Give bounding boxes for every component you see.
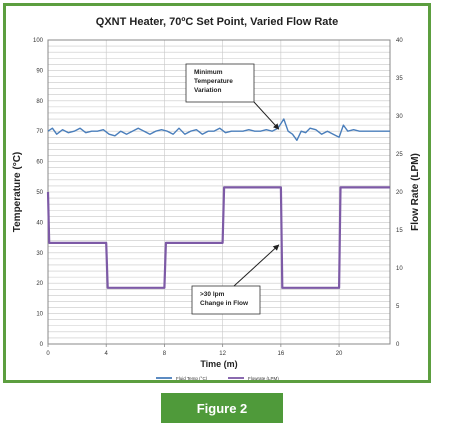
y-tick-label-right: 20 (396, 190, 403, 196)
annotation-box (191, 285, 261, 315)
x-axis-ticks: 0 4 8 12 16 20 (46, 344, 343, 357)
y-tick-label-right: 35 (396, 76, 403, 82)
y-tick-label-right: 30 (396, 114, 403, 120)
y-tick-label-left: 20 (36, 281, 43, 287)
y-tick-label-right: 10 (396, 266, 403, 272)
y-tick-label-right: 25 (396, 152, 403, 158)
annotation-text: Change in Flow (200, 300, 249, 307)
y-tick-label-right: 5 (396, 304, 400, 310)
y-tick-label-right: 15 (396, 228, 403, 234)
y-tick-label-left: 40 (36, 220, 43, 226)
chart: QXNT Heater, 70ºC Set Point, Varied Flow… (12, 16, 421, 380)
y-tick-label-left: 90 (36, 68, 43, 74)
chart-title: QXNT Heater, 70ºC Set Point, Varied Flow… (96, 16, 338, 28)
y-axis-label-left: Temperature (°C) (12, 152, 23, 233)
y-tick-label-left: 60 (36, 160, 43, 166)
annotation-arrow (253, 101, 280, 130)
figure-label: Figure 2 (161, 393, 283, 423)
annotation-text: >30 lpm (200, 291, 225, 298)
annotation-box (185, 63, 255, 103)
y-tick-label-left: 0 (40, 342, 44, 348)
annotation-arrow (233, 244, 280, 287)
y-tick-label-left: 100 (33, 38, 44, 44)
x-tick-label: 8 (163, 351, 167, 357)
y-tick-label-right: 0 (396, 342, 400, 348)
y-tick-label-left: 80 (36, 99, 43, 105)
annotation-text: Temperature (194, 78, 233, 85)
series-line-fluid-temp (47, 118, 390, 142)
y-tick-label-left: 30 (36, 251, 43, 257)
series-line-flowrate (46, 186, 390, 289)
x-tick-label: 4 (105, 351, 109, 357)
y-tick-label-left: 50 (36, 190, 43, 196)
annotations: Minimum Temperature Variation >30 lpm Change… (185, 63, 280, 315)
y-tick-label-right: 40 (396, 38, 403, 44)
y-tick-label-left: 70 (36, 129, 43, 135)
right-axis-ticks: 0 5 10 15 20 25 30 35 40 (396, 38, 403, 348)
series-layer (46, 118, 390, 289)
x-axis-label: Time (m) (200, 359, 237, 369)
x-tick-label: 0 (46, 351, 50, 357)
x-tick-label: 16 (278, 351, 285, 357)
figure-frame: QXNT Heater, 70ºC Set Point, Varied Flow… (3, 3, 431, 383)
legend-entry: Fluid Temp (°C) (176, 376, 208, 380)
y-axis-label-right: Flow Rate (LPM) (410, 153, 421, 231)
x-tick-label: 12 (219, 351, 226, 357)
legend-entry: Flowrate (LPM) (248, 376, 279, 380)
annotation-text: Minimum (194, 69, 223, 76)
legend: Fluid Temp (°C) Flowrate (LPM) (156, 376, 279, 380)
annotation-text: Variation (194, 87, 221, 94)
grid (48, 40, 390, 344)
left-axis-ticks: 0 10 20 30 40 50 60 70 80 90 100 (33, 38, 44, 348)
x-tick-label: 20 (336, 351, 343, 357)
y-tick-label-left: 10 (36, 312, 43, 318)
